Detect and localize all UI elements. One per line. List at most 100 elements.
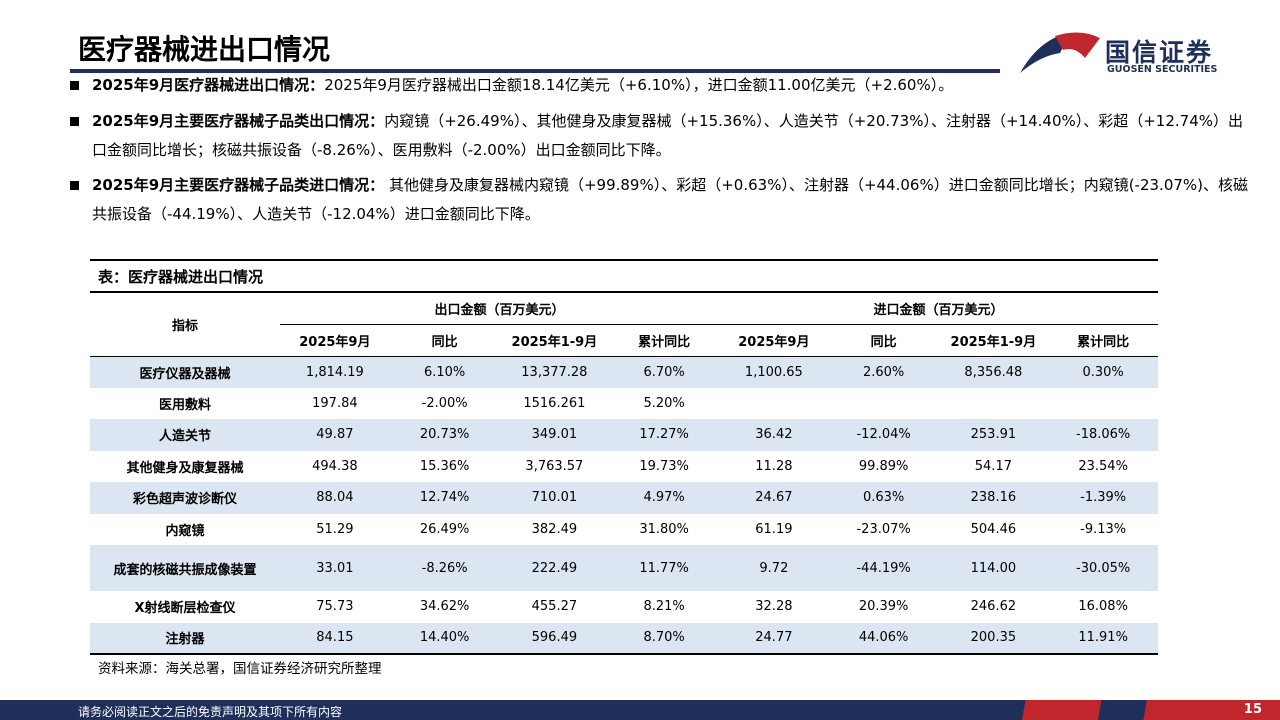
table-cell: 23.54% [1078,458,1128,474]
page-number: 15 [1243,702,1262,717]
table-cell: 15.36% [419,458,470,474]
table-cell: 253.91 [970,427,1017,443]
table-cell: 24.77 [719,622,829,655]
table-cell: 222.49 [531,560,578,576]
table-cell: -1.39% [1080,490,1127,506]
table-cell: -9.13% [1080,521,1127,537]
table-row: 医疗仪器及器械 1,814.19 6.10% 13,377.28 6.70% 1,100.… [90,356,1159,388]
table-cell: -2.00% [421,395,468,411]
table-row: 人造关节 49.87 20.73% 349.01 17.27% 36.42 -12.04% 2… [90,419,1159,451]
bullet: 2025年9月医疗器械进出口情况：2025年9月医疗器械出口金额18.14亿美元… [70,71,1255,100]
row-label: X射线断层检查仪 [134,601,236,617]
data-table: 表：医疗器械进出口情况 指标 出口金额（百万美元） 进口金额（百万美元） 2025年9月… [90,259,1159,655]
table-cell: 26.49% [419,521,470,537]
table-cell: 20.73% [419,427,470,443]
table-cell: 5.20% [643,395,685,411]
table-row: 医用敷料 197.84 -2.00% 1516.261 5.20% [90,388,1158,420]
table-cell: 4.97% [643,490,685,506]
table-cell: 11.91% [1048,622,1159,655]
table-cell: 88.04 [316,490,354,506]
header-row: 指标 出口金额（百万美元） 进口金额（百万美元） [90,292,1159,357]
table-cell: 382.49 [531,521,578,537]
logo-name: 国信证券 [1105,38,1214,67]
title: 医疗器械进出口情况 [78,33,331,66]
table-cell: 0.30% [1082,364,1124,380]
row-label: 内窥镜 [165,523,205,539]
row-label: 医疗仪器及器械 [139,366,231,382]
table-cell: 12.74% [419,490,470,506]
table-cell: 494.38 [312,458,358,474]
table-cell: 34.62% [419,599,470,615]
table-cell: 596.49 [499,622,610,655]
table-cell [829,388,939,420]
table-row: 内窥镜 51.29 26.49% 382.49 31.80% 61.19 -23.07% 50… [90,514,1158,546]
table-cell: 36.42 [755,427,793,443]
column-header: 2025年9月 [280,324,390,357]
table-row: 成套的核磁共振成像装置 33.01 -8.26% 222.49 11.77% 9.72 -4… [90,545,1159,591]
table-cell: 20.39% [858,599,909,615]
table-row: 彩色超声波诊断仪 88.04 12.74% 710.01 4.97% 24.67 0.63%… [90,482,1159,514]
table-cell: -44.19% [856,560,911,576]
table-cell: 31.80% [639,521,689,537]
table-cell: 8.21% [643,599,685,615]
column-header: 2025年1-9月 [938,324,1049,357]
table-caption: 表：医疗器械进出口情况 [90,259,1159,293]
table-cell: 6.10% [423,364,466,380]
table-cell: 51.29 [316,521,354,537]
column-header: 累计同比 [1048,324,1159,357]
column-header: 同比 [389,324,500,357]
table-cell: 9.72 [759,560,789,576]
table-cell: -18.06% [1076,427,1131,443]
table-cell: -23.07% [856,521,911,537]
column-header: 2025年9月 [719,324,829,357]
disclaimer: 请务必阅读正文之后的免责声明及其项下所有内容 [78,705,343,719]
bullet-lead: 2025年9月主要医疗器械子品类出口情况： [92,112,385,130]
table-cell: 16.08% [1078,599,1128,615]
footer-bar [0,700,1280,720]
table-cell: 84.15 [280,622,390,655]
footer-accent [980,700,1280,720]
bullet-lead: 2025年9月医疗器械进出口情况： [92,76,325,94]
table-row: X射线断层检查仪 75.73 34.62% 455.27 8.21% 32.28 20.39… [90,591,1158,623]
row-label: 成套的核磁共振成像装置 [113,562,257,578]
bullet-text: 2025年9月医疗器械出口金额18.14亿美元（+6.10%），进口金额11.0… [324,76,954,94]
column-header: 累计同比 [609,324,719,357]
row-label: 注射器 [90,622,280,655]
table-cell: 24.67 [755,490,793,506]
table-cell: 11.28 [755,458,793,474]
table-cell: 32.28 [755,599,793,615]
table-cell: 1,100.65 [744,364,803,380]
table-cell: 6.70% [643,364,685,380]
table-cell: 2.60% [862,364,905,380]
table-cell: 44.06% [828,622,939,655]
table-cell: 13,377.28 [521,364,588,380]
column-header: 2025年1-9月 [499,324,610,357]
table-cell [719,388,829,420]
table-cell: 49.87 [316,427,354,443]
table-cell: 246.62 [970,599,1017,615]
caption-row: 表：医疗器械进出口情况 [90,259,1159,293]
table-cell: 3,763.57 [525,458,584,474]
table-cell: 61.19 [755,521,793,537]
source: 资料来源：海关总署，国信证券经济研究所整理 [98,661,382,677]
table-row: 注射器 84.15 14.40% 596.49 8.70% 24.77 44.06% 200.… [90,622,1159,655]
table-cell: 1516.261 [523,395,586,411]
table-cell: 0.63% [862,490,905,506]
bullet-lead: 2025年9月主要医疗器械子品类进口情况： [92,176,385,194]
logo-icon [1020,32,1100,73]
table-cell: 99.89% [858,458,909,474]
table-cell: 710.01 [531,490,578,506]
table-cell [1048,388,1158,420]
table-cell: -30.05% [1076,560,1131,576]
table-cell: 19.73% [639,458,689,474]
table-cell: 8,356.48 [964,364,1023,380]
group-header: 进口金额（百万美元） [719,292,1159,325]
row-label: 其他健身及康复器械 [126,460,244,476]
title-rule [70,69,1000,73]
bullet: 2025年9月主要医疗器械子品类出口情况：内窥镜（+26.49%）、其他健身及康… [70,107,1255,165]
table-cell: 75.73 [316,599,354,615]
table-cell: -12.04% [856,427,911,443]
table-row: 其他健身及康复器械 494.38 15.36% 3,763.57 19.73% 11.28… [90,451,1158,483]
table-cell: 504.46 [970,521,1017,537]
